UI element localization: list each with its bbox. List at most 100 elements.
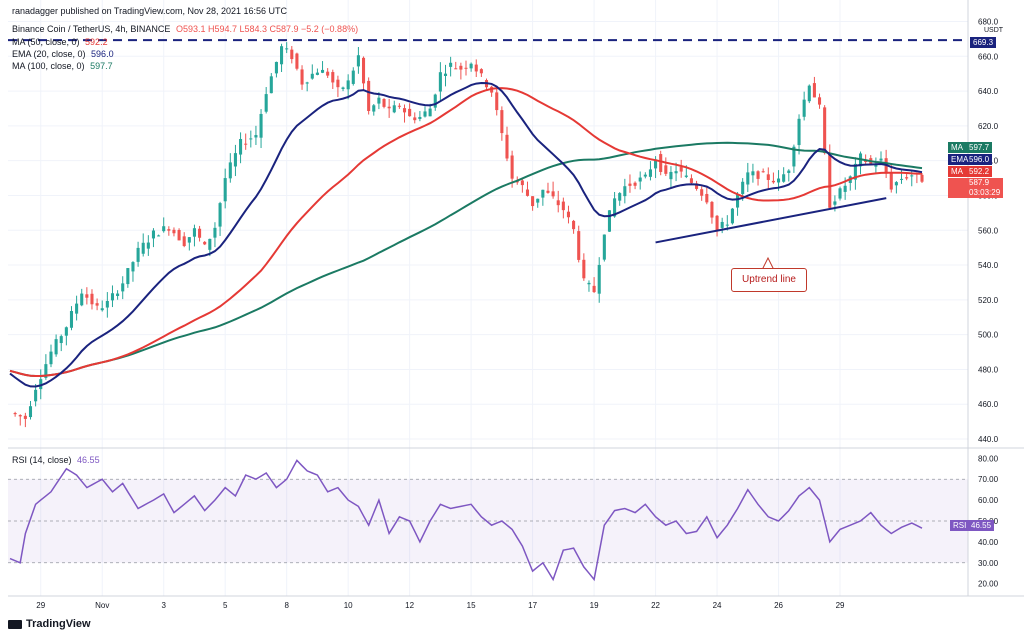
time-tick-label: 22 (651, 601, 660, 610)
candle-body (500, 110, 504, 134)
candle-body (618, 193, 622, 201)
candle-body (756, 171, 760, 179)
candle-body (105, 301, 109, 308)
tag-value: 592.2 (969, 167, 990, 176)
candle-body (751, 171, 755, 176)
candle-body (208, 238, 212, 250)
candle-body (449, 62, 453, 67)
candle-body (536, 198, 540, 203)
candle-body (315, 72, 319, 75)
candle-body (44, 364, 48, 378)
indicator-line-ema20[interactable]: EMA (20, close, 0) 596.0 (12, 49, 114, 60)
candle-body (572, 220, 576, 230)
candle-body (797, 118, 801, 146)
candle-body (162, 226, 166, 232)
candle-body (131, 262, 135, 272)
candle-body (602, 234, 606, 260)
indicator-label: MA (50, close, 0) (12, 37, 80, 47)
candle-body (495, 92, 499, 111)
time-tick-label: 5 (223, 601, 228, 610)
candle-body (39, 379, 43, 390)
candle-body (49, 351, 53, 365)
candle-body (787, 170, 791, 173)
candle-body (864, 160, 868, 163)
indicator-label: EMA (20, close, 0) (12, 49, 86, 59)
candle-body (223, 178, 227, 202)
candle-body (438, 72, 442, 92)
candle-body (372, 105, 376, 112)
rsi-tick-label: 40.00 (978, 538, 999, 547)
rsi-tick-label: 60.00 (978, 496, 999, 505)
candle-body (264, 94, 268, 112)
candle-body (146, 242, 150, 249)
candle-body (259, 113, 263, 138)
candle-body (300, 69, 304, 85)
candle-body (367, 80, 371, 112)
candle-body (418, 116, 422, 119)
candle-body (428, 108, 432, 117)
candle-body (228, 162, 232, 179)
uptrend-line-annotation[interactable]: Uptrend line (731, 268, 807, 292)
candle-body (546, 190, 550, 193)
indicator-line-ma100[interactable]: MA (100, close, 0) 597.7 (12, 61, 113, 72)
candle-body (920, 174, 924, 182)
candle-body (85, 294, 89, 298)
candle-body (233, 153, 237, 167)
time-tick-label: 17 (528, 601, 537, 610)
price-tag-ma50: MA 592.2 (948, 166, 993, 177)
rsi-tick-label: 70.00 (978, 475, 999, 484)
tradingview-logo[interactable]: TradingView (8, 618, 91, 630)
candle-body (541, 189, 545, 198)
rsi-tick-label: 30.00 (978, 559, 999, 568)
candle-body (121, 283, 125, 292)
candle-body (305, 82, 309, 84)
candle-body (198, 228, 202, 238)
symbol-line: Binance Coin / TetherUS, 4h, BINANCE O59… (12, 24, 358, 35)
candle-body (561, 201, 565, 211)
candle-body (910, 175, 914, 177)
time-tick-label: 29 (36, 601, 45, 610)
candle-body (80, 293, 84, 306)
time-tick-label: 8 (284, 601, 289, 610)
price-tick-label: 640.0 (978, 87, 999, 96)
candle-body (761, 171, 765, 173)
symbol-text: Binance Coin / TetherUS, 4h, BINANCE (12, 24, 171, 34)
candle-body (905, 177, 909, 179)
candle-body (828, 153, 832, 208)
rsi-tick-label: 80.00 (978, 454, 999, 463)
candle-body (269, 76, 273, 94)
candle-body (351, 70, 355, 84)
indicator-line-ma50[interactable]: MA (50, close, 0) 592.2 (12, 37, 108, 48)
candle-body (894, 182, 898, 186)
candle-body (623, 186, 627, 197)
candle-body (100, 308, 104, 311)
price-tick-label: 660.0 (978, 52, 999, 61)
candle-body (295, 53, 299, 69)
candle-body (408, 108, 412, 117)
candle-body (361, 57, 366, 84)
candle-body (689, 178, 693, 183)
candle-body (807, 85, 811, 102)
candle-body (423, 111, 427, 117)
price-tick-label: 500.0 (978, 331, 999, 340)
rsi-value: 46.55 (77, 455, 100, 465)
candle-body (705, 193, 709, 203)
candle-body (715, 215, 719, 231)
candle-body (356, 55, 360, 67)
candle-body (613, 198, 617, 217)
time-tick-label: 19 (590, 601, 599, 610)
candle-body (274, 61, 278, 74)
candle-body (679, 167, 683, 172)
rsi-tag: RSI 46.55 (950, 520, 995, 531)
candle-body (192, 228, 196, 237)
candle-body (782, 174, 786, 182)
time-tick-label: 10 (344, 601, 353, 610)
candle-body (597, 264, 601, 294)
candle-body (459, 65, 463, 70)
rsi-header[interactable]: RSI (14, close) 46.55 (12, 455, 100, 465)
price-tag-last: 587.9 03:03:29 (948, 178, 1004, 198)
candle-body (341, 87, 345, 89)
price-tag-ema20: EMA596.0 (948, 154, 993, 165)
candle-body (710, 201, 714, 218)
